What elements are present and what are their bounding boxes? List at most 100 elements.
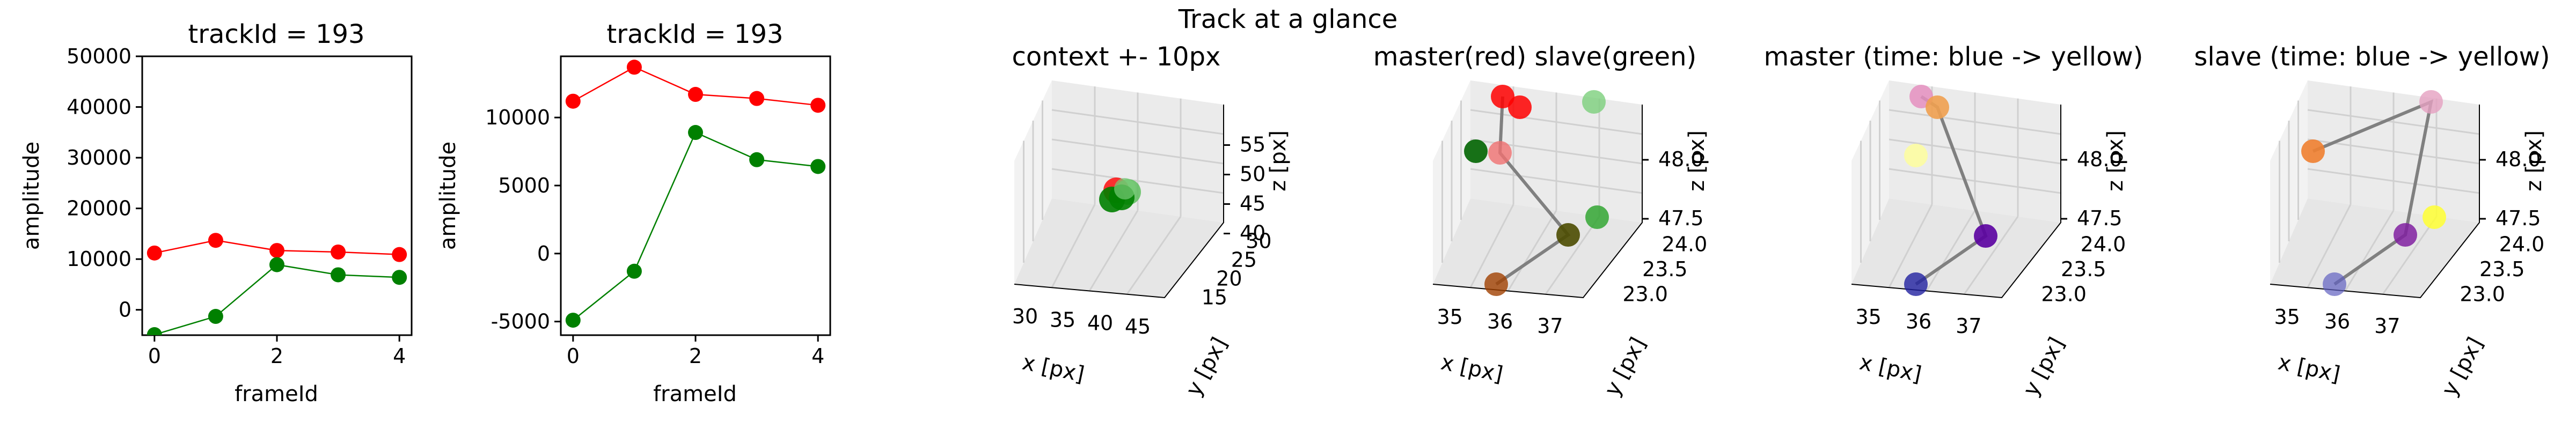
z-tick-label: 48.0: [1658, 147, 1704, 171]
box-edge: [1432, 105, 1643, 299]
y-tick-label: 10000: [485, 106, 550, 129]
x-tick-label: 35: [1050, 308, 1075, 331]
z-axis-label: z [px]: [2522, 130, 2546, 191]
scatter3d-slave-time: slave (time: blue -> yellow) 35 36 37 x [px…: [2194, 42, 2550, 400]
x-tick-label: 36: [1906, 310, 1931, 334]
x-tick-label: 36: [2324, 310, 2350, 334]
pane-floor: [1014, 198, 1224, 298]
y-ticks: -5000 0 5000 10000: [485, 106, 561, 334]
series-0-point: [392, 247, 407, 262]
scatter-point: [1974, 224, 1997, 248]
z-tick-label: 47.5: [2077, 206, 2123, 230]
scatter3d-master-slave: master(red) slave(green) 35 36 37 x [px] 23.…: [1373, 42, 1709, 400]
x-ticks: 0 2 4: [148, 335, 406, 368]
series-0-point: [810, 98, 826, 113]
x-tick-label: 45: [1125, 315, 1151, 338]
series-line-1: [573, 131, 818, 321]
grid-line: [1469, 204, 1514, 288]
x-axis-label: x [px]: [1857, 350, 1924, 387]
scatter-point: [2323, 272, 2346, 296]
scatter-point: [1582, 90, 1606, 114]
z-axis-label: z [px]: [1685, 130, 1709, 191]
series-1-point: [688, 125, 703, 140]
x-axis-label: x [px]: [1439, 350, 1505, 387]
scatter-point: [1904, 272, 1928, 296]
amplitude-chart-2: trackId = 193 -5000 0 5000 10000 0 2 4 frameI…: [436, 19, 831, 406]
chart-title: trackId = 193: [188, 19, 364, 49]
y-tick-label: 30000: [67, 146, 131, 169]
track-path: [1495, 96, 1571, 286]
series-layer: [147, 233, 407, 335]
grid-line: [1470, 168, 1643, 194]
series-0-point: [688, 87, 703, 102]
scatter-point: [1491, 85, 1514, 108]
y-axis-label: y [px]: [1181, 334, 1232, 401]
series-1-point: [565, 313, 581, 328]
grid-line: [1963, 216, 2019, 295]
x-tick-label: 2: [270, 344, 283, 368]
series-0-point: [208, 233, 223, 248]
series-1-point: [208, 309, 223, 324]
scatter-point: [1904, 144, 1928, 167]
y-tick-label: 25: [1231, 248, 1257, 272]
y-tick-label: 23.0: [2460, 283, 2505, 306]
y-tick-label: 15: [1202, 286, 1227, 309]
box-edge: [1851, 105, 2061, 299]
y-tick-label: 5000: [498, 174, 550, 197]
scatter-point: [1464, 139, 1488, 163]
z-tick-label: 55: [1240, 133, 1265, 157]
grid-line: [2307, 168, 2480, 194]
series-1-point: [269, 257, 284, 272]
scatter-point: [2394, 223, 2417, 247]
y-tick-label: 23.5: [2479, 257, 2525, 281]
series-0-point: [147, 245, 162, 261]
x-tick-label: 35: [2274, 305, 2300, 329]
x-tick-label: 4: [811, 344, 824, 368]
chart-title: context +- 10px: [1012, 42, 1221, 72]
x-tick-label: 37: [1956, 314, 1981, 338]
grid-line: [1051, 204, 1096, 288]
scatter-point: [2301, 139, 2325, 163]
track-path: [2312, 99, 2434, 286]
x-tick-label: 0: [148, 344, 161, 368]
grid-line: [1888, 204, 1933, 288]
y-tick-label: 30: [1246, 230, 1271, 253]
chart-title: master (time: blue -> yellow): [1764, 42, 2143, 72]
z-tick-label: 50: [1240, 162, 1265, 186]
series-0-point: [749, 91, 765, 106]
y-axis-label: amplitude: [436, 142, 460, 250]
scatter-point: [1488, 141, 1512, 165]
z-tick-label: 45: [1240, 192, 1265, 216]
grid-line: [1088, 210, 1139, 292]
scatter3d-context: context +- 10px 30 35 40 45x [px]15202530y …: [1012, 42, 1291, 400]
x-axis-label: frameId: [653, 382, 737, 406]
y-tick-label: 50000: [67, 45, 131, 68]
y-tick-label: 20: [1216, 267, 1242, 291]
x-axis-label: frameId: [235, 382, 318, 406]
box-edge: [2270, 105, 2480, 299]
y-tick-label: 24.0: [2081, 232, 2126, 256]
y-axis-label: y [px]: [2437, 334, 2488, 401]
series-layer: [565, 60, 826, 328]
plot-frame: [141, 55, 413, 336]
y-tick-label: 24.0: [2499, 232, 2545, 256]
x-tick-label: 30: [1012, 305, 1038, 328]
y-axis-label: y [px]: [2018, 334, 2069, 401]
y-tick-label: 0: [119, 298, 131, 322]
series-1-point: [810, 159, 826, 174]
scatter3d-master-time: master (time: blue -> yellow) 35 36 37 x [p…: [1764, 42, 2143, 400]
y-tick-label: 23.5: [2061, 257, 2106, 281]
y-tick-label: 0: [537, 242, 550, 265]
y-tick-label: -5000: [491, 310, 550, 334]
amplitude-chart-1: trackId = 193 0 10000 20000 30000 40000 50000…: [19, 19, 413, 406]
grid-line: [1507, 210, 1557, 292]
z-axis-label: z [px]: [1266, 130, 1291, 191]
x-tick-label: 37: [2374, 314, 2400, 338]
series-1-point: [147, 327, 162, 335]
box-edge: [1014, 105, 1224, 299]
grid-line: [1051, 168, 1224, 194]
z-tick-label: 47.5: [2496, 206, 2541, 230]
scatter-point: [1926, 95, 1949, 119]
chart-title: master(red) slave(green): [1373, 42, 1696, 72]
